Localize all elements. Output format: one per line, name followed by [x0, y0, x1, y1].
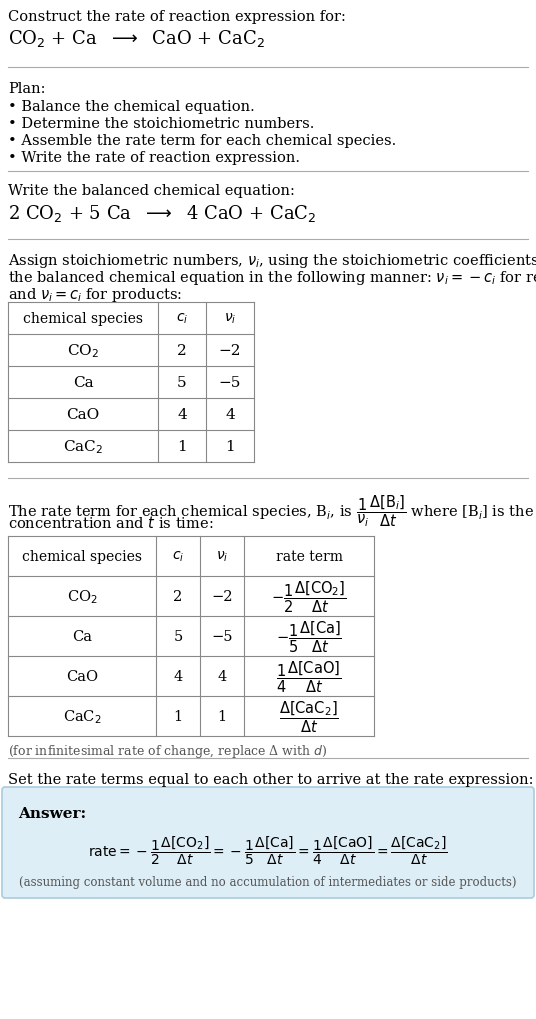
Text: Assign stoichiometric numbers, $\nu_i$, using the stoichiometric coefficients, $: Assign stoichiometric numbers, $\nu_i$, … [8, 252, 536, 270]
Text: 1: 1 [225, 439, 235, 453]
Text: $c_i$: $c_i$ [172, 549, 184, 564]
Text: −2: −2 [219, 343, 241, 358]
Text: 1: 1 [174, 709, 183, 723]
Text: Construct the rate of reaction expression for:: Construct the rate of reaction expressio… [8, 10, 346, 24]
Text: CO$_2$ + Ca  $\longrightarrow$  CaO + CaC$_2$: CO$_2$ + Ca $\longrightarrow$ CaO + CaC$… [8, 28, 265, 49]
Text: $\mathrm{rate} = -\dfrac{1}{2}\dfrac{\Delta[\mathrm{CO_2}]}{\Delta t} = -\dfrac{: $\mathrm{rate} = -\dfrac{1}{2}\dfrac{\De… [88, 834, 448, 866]
Text: −5: −5 [219, 376, 241, 389]
Text: 4: 4 [177, 408, 187, 422]
Text: $-\dfrac{1}{2}\dfrac{\Delta[\mathrm{CO_2}]}{\Delta t}$: $-\dfrac{1}{2}\dfrac{\Delta[\mathrm{CO_2… [271, 579, 347, 614]
Text: Plan:: Plan: [8, 82, 46, 96]
Text: (for infinitesimal rate of change, replace Δ with $d$): (for infinitesimal rate of change, repla… [8, 742, 327, 759]
Text: −5: −5 [211, 630, 233, 643]
Text: $\nu_i$: $\nu_i$ [224, 312, 236, 326]
Text: Set the rate terms equal to each other to arrive at the rate expression:: Set the rate terms equal to each other t… [8, 772, 533, 787]
Text: CaO: CaO [66, 669, 98, 684]
Text: CaC$_2$: CaC$_2$ [63, 707, 101, 726]
Text: 4: 4 [218, 669, 227, 684]
Text: chemical species: chemical species [23, 312, 143, 326]
Text: chemical species: chemical species [22, 549, 142, 564]
Text: Ca: Ca [73, 376, 93, 389]
Text: 2 CO$_2$ + 5 Ca  $\longrightarrow$  4 CaO + CaC$_2$: 2 CO$_2$ + 5 Ca $\longrightarrow$ 4 CaO … [8, 203, 316, 224]
Text: CO$_2$: CO$_2$ [66, 588, 98, 605]
Text: • Balance the chemical equation.: • Balance the chemical equation. [8, 100, 255, 114]
Text: • Determine the stoichiometric numbers.: • Determine the stoichiometric numbers. [8, 117, 315, 130]
Text: 2: 2 [173, 589, 183, 603]
Text: $\dfrac{\Delta[\mathrm{CaC_2}]}{\Delta t}$: $\dfrac{\Delta[\mathrm{CaC_2}]}{\Delta t… [279, 699, 339, 734]
Text: 5: 5 [173, 630, 183, 643]
Text: Write the balanced chemical equation:: Write the balanced chemical equation: [8, 183, 295, 198]
Text: $\dfrac{1}{4}\dfrac{\Delta[\mathrm{CaO}]}{\Delta t}$: $\dfrac{1}{4}\dfrac{\Delta[\mathrm{CaO}]… [277, 658, 341, 694]
Text: CO$_2$: CO$_2$ [67, 341, 99, 360]
Text: • Write the rate of reaction expression.: • Write the rate of reaction expression. [8, 151, 300, 165]
Text: The rate term for each chemical species, B$_i$, is $\dfrac{1}{\nu_i}\dfrac{\Delt: The rate term for each chemical species,… [8, 492, 536, 528]
Text: CaC$_2$: CaC$_2$ [63, 438, 103, 455]
Text: Answer:: Answer: [18, 806, 86, 820]
Text: and $\nu_i = c_i$ for products:: and $\nu_i = c_i$ for products: [8, 285, 182, 304]
Text: 5: 5 [177, 376, 187, 389]
Text: 1: 1 [218, 709, 227, 723]
Text: 4: 4 [225, 408, 235, 422]
Text: $-\dfrac{1}{5}\dfrac{\Delta[\mathrm{Ca}]}{\Delta t}$: $-\dfrac{1}{5}\dfrac{\Delta[\mathrm{Ca}]… [276, 619, 342, 654]
Text: $c_i$: $c_i$ [176, 312, 188, 326]
Text: 2: 2 [177, 343, 187, 358]
Text: the balanced chemical equation in the following manner: $\nu_i = -c_i$ for react: the balanced chemical equation in the fo… [8, 269, 536, 286]
Text: • Assemble the rate term for each chemical species.: • Assemble the rate term for each chemic… [8, 133, 396, 148]
Text: 4: 4 [173, 669, 183, 684]
Text: (assuming constant volume and no accumulation of intermediates or side products): (assuming constant volume and no accumul… [19, 875, 517, 889]
Text: Ca: Ca [72, 630, 92, 643]
Text: CaO: CaO [66, 408, 100, 422]
Text: −2: −2 [211, 589, 233, 603]
FancyBboxPatch shape [2, 788, 534, 898]
Text: 1: 1 [177, 439, 187, 453]
Text: concentration and $t$ is time:: concentration and $t$ is time: [8, 515, 213, 531]
Text: rate term: rate term [276, 549, 343, 564]
Text: $\nu_i$: $\nu_i$ [216, 549, 228, 564]
